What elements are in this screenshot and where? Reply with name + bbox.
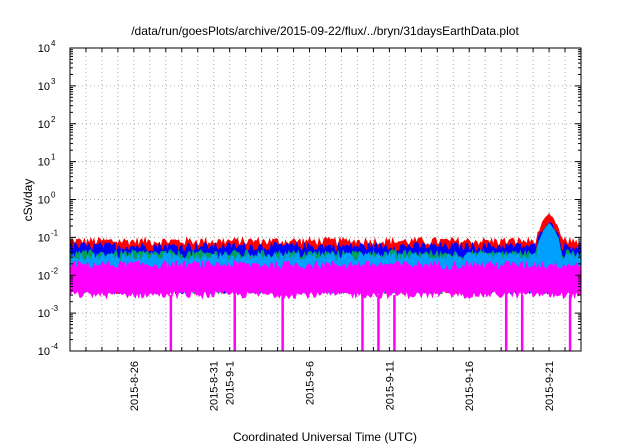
y-tick-label: 10: [38, 346, 50, 358]
y-tick-exponent: -2: [51, 266, 59, 275]
y-tick-label: 10: [38, 232, 50, 244]
dropout-mark: [393, 295, 396, 351]
x-tick-label: 2015-8-31: [209, 361, 221, 411]
y-tick-exponent: 4: [51, 39, 56, 48]
y-tick-label: 10: [38, 308, 50, 320]
dropout-mark: [568, 295, 572, 351]
y-axis-label: cSv/day: [21, 179, 35, 222]
dropout-mark: [233, 295, 236, 351]
y-tick-exponent: 0: [51, 191, 56, 200]
x-axis: 2015-8-26 2015-8-31 2015-9-1 2015-9-6 2015-9…: [69, 48, 582, 411]
grid: [69, 48, 582, 351]
dropout-mark: [361, 295, 364, 351]
y-tick-label: 10: [38, 81, 50, 93]
chart-title: /data/run/goesPlots/archive/2015-09-22/f…: [131, 24, 519, 38]
x-tick-label: 2015-9-1: [225, 361, 237, 405]
y-tick-exponent: -1: [51, 228, 59, 237]
y-tick-exponent: 1: [51, 153, 56, 162]
y-tick-label: 10: [38, 119, 50, 131]
x-tick-label: 2015-9-6: [305, 361, 317, 405]
dropout-mark: [281, 295, 284, 351]
y-tick-label: 10: [38, 270, 50, 282]
x-tick-label: 2015-9-11: [384, 361, 396, 410]
x-tick-label: 2015-9-16: [464, 361, 476, 411]
y-tick-exponent: 3: [51, 77, 56, 86]
x-tick-label: 2015-8-26: [129, 361, 141, 411]
y-tick-label: 10: [38, 195, 50, 207]
dropout-mark: [504, 295, 508, 351]
x-axis-label: Coordinated Universal Time (UTC): [233, 430, 417, 444]
y-tick-exponent: 2: [51, 115, 56, 124]
dropout-mark: [520, 295, 524, 351]
y-tick-exponent: -4: [51, 342, 59, 351]
y-tick-label: 10: [38, 43, 50, 55]
dropout-mark: [377, 295, 380, 351]
dropout-mark: [169, 295, 173, 351]
x-tick-label: 2015-9-21: [544, 361, 556, 411]
y-tick-label: 10: [38, 157, 50, 169]
plot-area: [69, 212, 582, 351]
y-tick-exponent: -3: [51, 304, 59, 313]
